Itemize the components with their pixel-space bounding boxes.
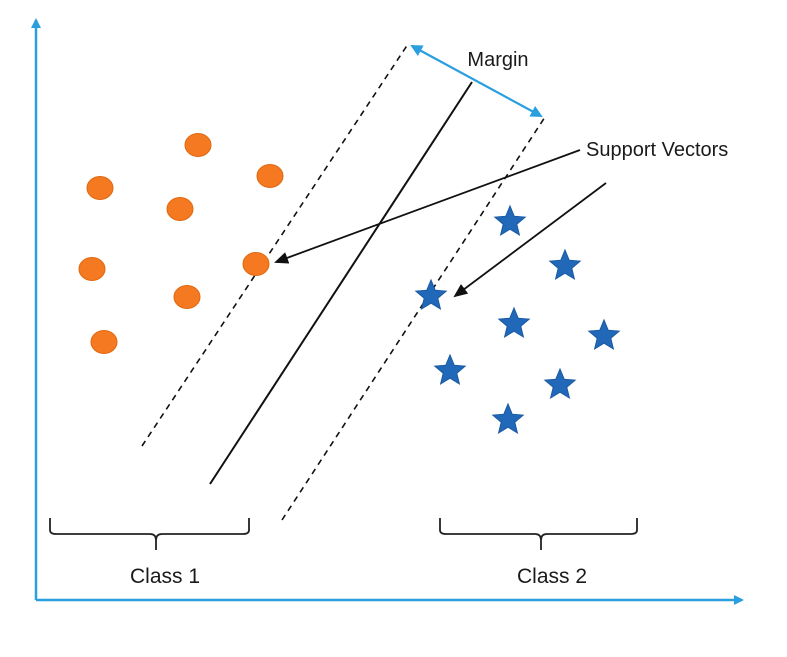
margin-boundary-right — [281, 116, 546, 521]
class2-point — [492, 403, 524, 434]
margin-label: Margin — [467, 49, 528, 71]
class1-point — [173, 285, 201, 309]
class2-point — [494, 205, 526, 236]
hyperplane-line — [209, 81, 473, 485]
class2-bracket — [439, 518, 638, 550]
class1-point — [166, 197, 194, 221]
support-vectors-label: Support Vectors — [586, 139, 728, 161]
margin-arrow — [410, 45, 543, 117]
class1-point — [184, 133, 212, 157]
class1-points — [78, 133, 284, 354]
support-vector-arrow-class2 — [453, 182, 607, 298]
class1-point — [78, 257, 106, 281]
class1-label: Class 1 — [130, 565, 200, 588]
class2-point — [588, 319, 620, 350]
class1-point — [256, 164, 284, 188]
margin-boundary-left — [141, 43, 409, 447]
class1-point — [86, 176, 114, 200]
class2-point — [498, 307, 530, 338]
class1-support-vector — [242, 252, 270, 276]
class1-point — [90, 330, 118, 354]
support-vector-arrow-class1 — [274, 149, 581, 264]
class2-point — [544, 368, 576, 399]
class1-bracket — [49, 518, 250, 550]
class2-points — [415, 205, 620, 434]
class2-label: Class 2 — [517, 565, 587, 588]
class2-support-vector — [415, 279, 447, 310]
class2-point — [434, 354, 466, 385]
class2-point — [549, 249, 581, 280]
